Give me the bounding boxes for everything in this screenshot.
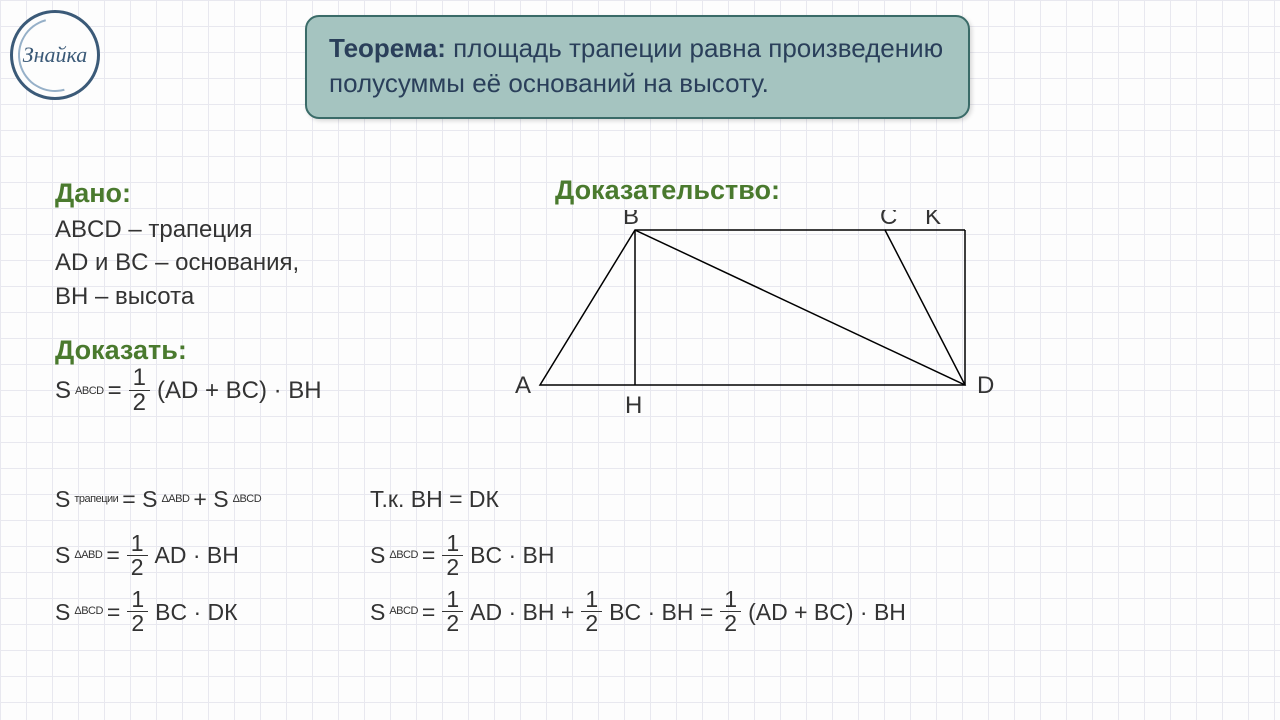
formula-row: Т.к. BH = DК: [370, 475, 906, 523]
formula-row: Sтрапеции = SΔABD + SΔBCD: [55, 475, 261, 523]
sub: ABCD: [389, 600, 418, 623]
fraction: 12: [581, 588, 602, 635]
t: AD · BH +: [470, 588, 574, 636]
s: S: [55, 475, 70, 523]
s: S: [55, 588, 70, 636]
n: 1: [442, 532, 463, 556]
proof-label: Доказательство:: [555, 175, 780, 206]
t: BC · BH =: [609, 588, 713, 636]
sub: ΔBCD: [233, 488, 262, 511]
prove-formula: S ABCD = 1 2 (AD + BC) · BH: [55, 366, 322, 415]
d: 2: [720, 612, 741, 635]
rhs: (AD + BC) · BH: [157, 377, 322, 405]
r: AD · BH: [155, 531, 239, 579]
formula-row: SΔBCD = 12 BC · BH: [370, 531, 906, 579]
d: 2: [442, 612, 463, 635]
n: 1: [442, 588, 463, 612]
den: 2: [129, 391, 150, 415]
trapezoid-diagram: A B C D H K: [505, 210, 1025, 430]
t: (AD + BC) · BH: [748, 588, 906, 636]
r: BC · BH: [470, 531, 554, 579]
d: 2: [581, 612, 602, 635]
n: 1: [720, 588, 741, 612]
p: + S: [193, 475, 228, 523]
sub: трапеции: [74, 488, 118, 511]
given-line: BH – высота: [55, 280, 299, 314]
fraction: 1 2: [129, 366, 150, 415]
sub: ABCD: [75, 385, 104, 397]
theorem-label: Теорема:: [329, 33, 446, 63]
d: 2: [127, 556, 148, 579]
fraction: 12: [442, 532, 463, 579]
formula-row: SABCD = 12 AD · BH + 12 BC · BH = 12 (AD…: [370, 588, 906, 636]
trapezoid: [540, 230, 965, 385]
eq: =: [422, 588, 435, 636]
diagonal-bd: [635, 230, 965, 385]
d: 2: [127, 612, 148, 635]
pt-h: H: [625, 392, 642, 419]
pt-d: D: [977, 372, 994, 399]
fraction: 12: [720, 588, 741, 635]
formulas-right: Т.к. BH = DК SΔBCD = 12 BC · BH SABCD = …: [370, 475, 906, 644]
given-label: Дано:: [55, 175, 299, 213]
given-block: Дано: ABCD – трапеция AD и BC – основани…: [55, 175, 299, 314]
given-line: ABCD – трапеция: [55, 213, 299, 247]
n: 1: [127, 532, 148, 556]
eq: =: [108, 377, 122, 405]
fraction: 12: [127, 588, 148, 635]
logo: Знайка: [10, 10, 100, 100]
s: S: [55, 531, 70, 579]
sym: S: [55, 377, 71, 405]
sub: ΔABD: [74, 544, 102, 567]
sub: ΔBCD: [74, 600, 103, 623]
prove-block: Доказать: S ABCD = 1 2 (AD + BC) · BH: [55, 335, 322, 423]
s: S: [370, 531, 385, 579]
n: 1: [127, 588, 148, 612]
r: BC · DК: [155, 588, 237, 636]
d: 2: [442, 556, 463, 579]
given-line: AD и BC – основания,: [55, 246, 299, 280]
s: S: [370, 588, 385, 636]
prove-label: Доказать:: [55, 335, 322, 366]
m: = S: [122, 475, 157, 523]
num: 1: [129, 366, 150, 391]
logo-text: Знайка: [23, 42, 88, 68]
pt-k: K: [925, 210, 941, 230]
pt-c: C: [880, 210, 897, 230]
sub: ΔBCD: [389, 544, 418, 567]
formula-row: SΔBCD = 12 BC · DК: [55, 588, 261, 636]
pt-a: A: [515, 372, 531, 399]
formulas-left: Sтрапеции = SΔABD + SΔBCD SΔABD = 12 AD …: [55, 475, 261, 644]
fraction: 12: [442, 588, 463, 635]
eq: =: [106, 531, 119, 579]
fraction: 12: [127, 532, 148, 579]
pt-b: B: [623, 210, 639, 230]
eq: =: [107, 588, 120, 636]
formula-row: SΔABD = 12 AD · BH: [55, 531, 261, 579]
theorem-box: Теорема: площадь трапеции равна произвед…: [305, 15, 970, 119]
eq: =: [422, 531, 435, 579]
n: 1: [581, 588, 602, 612]
sub: ΔABD: [161, 488, 189, 511]
